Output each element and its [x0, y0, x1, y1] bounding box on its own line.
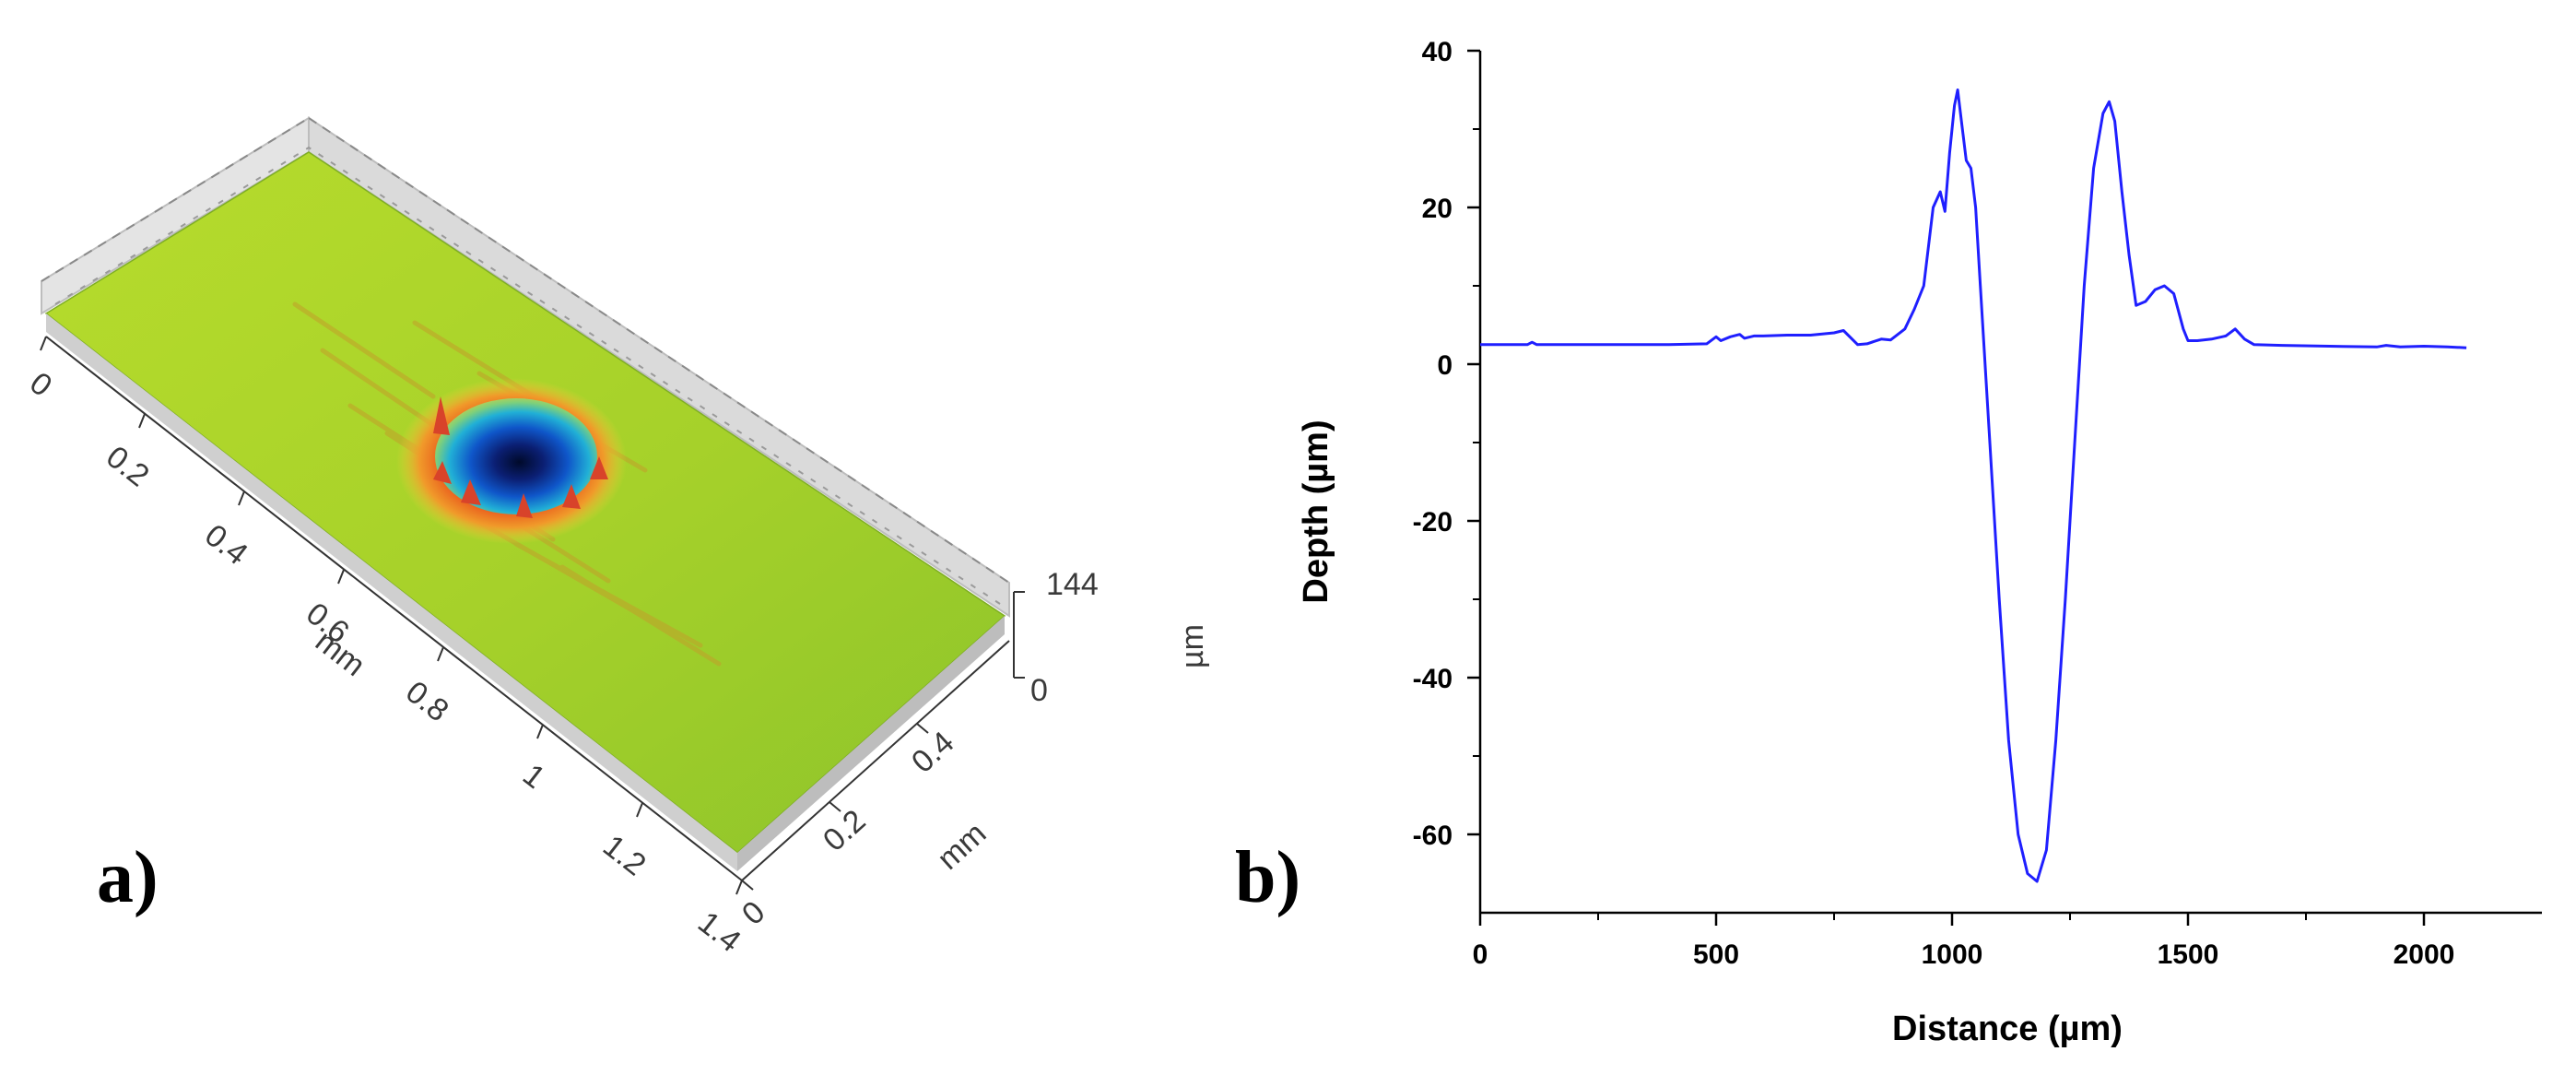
x-tick-7: 1.4 [691, 904, 747, 959]
back-wall-right [308, 116, 1010, 618]
front-face-right [737, 616, 1005, 871]
x-axis-label: Distance (µm) [1892, 1010, 2123, 1048]
x-tick-label: 500 [1693, 939, 1739, 970]
z-axis-unit: µm [1175, 624, 1210, 668]
y-axis-line [741, 640, 1010, 881]
x-tick-1: 0.2 [100, 439, 156, 493]
frame-dash-mid [54, 146, 1001, 605]
y-tick-label: -60 [1413, 821, 1453, 851]
panel-a-3d-surface: 0 0.2 0.4 0.6 0.8 1 1.2 1.4 mm 0 0.2 0.4… [0, 0, 1226, 1082]
x-tick-5: 1 [516, 757, 551, 796]
surface-plot: 0 0.2 0.4 0.6 0.8 1 1.2 1.4 mm 0 0.2 0.4… [23, 116, 1210, 959]
panel-letter-a: a) [97, 837, 159, 918]
x-tick-6: 1.2 [596, 828, 653, 882]
y-tick-1: 0.2 [817, 803, 873, 858]
x-tick-label: 0 [1473, 939, 1488, 970]
crater-rim-spikes [433, 396, 608, 518]
frame-dash-left [41, 117, 310, 282]
x-tick-2: 0.4 [198, 517, 254, 572]
y-tick-label: 40 [1422, 37, 1453, 67]
z-tick-144: 144 [1046, 567, 1099, 602]
depth-profile-line [1480, 89, 2467, 883]
y-axis-ticks [741, 723, 929, 891]
y-tick-label: -40 [1413, 664, 1453, 694]
x-tick-label: 1000 [1922, 939, 1983, 970]
y-tick-2: 0.4 [905, 725, 961, 780]
y-tick-label: 0 [1437, 350, 1453, 381]
x-axis-ticks [40, 336, 743, 895]
panel-letter-b: b) [1235, 837, 1300, 918]
panel-b-profile-chart: b) 0 500 1000 1500 2000 -60 -40 -20 0 20 40 Distan… [1198, 0, 2576, 1082]
x-axis-line [45, 336, 743, 881]
x-tick-0: 0 [23, 365, 58, 404]
y-axis-label: Depth (µm) [1297, 419, 1335, 603]
y-tick-label: 20 [1422, 194, 1453, 224]
crater [435, 398, 597, 514]
z-tick-0: 0 [1030, 673, 1048, 708]
front-face-left [46, 313, 737, 871]
x-tick-4: 0.8 [399, 674, 455, 728]
y-tick-label: -20 [1413, 507, 1453, 538]
x-tick-label: 2000 [2394, 939, 2455, 970]
x-tick-label: 1500 [2158, 939, 2219, 970]
y-axis-unit: mm [931, 816, 994, 877]
plot-area: 0 500 1000 1500 2000 -60 -40 -20 0 20 40 [1413, 37, 2542, 970]
frame-dash-right [308, 117, 1010, 584]
depth-profile-chart: b) 0 500 1000 1500 2000 -60 -40 -20 0 20 40 Distan… [1235, 37, 2542, 1048]
